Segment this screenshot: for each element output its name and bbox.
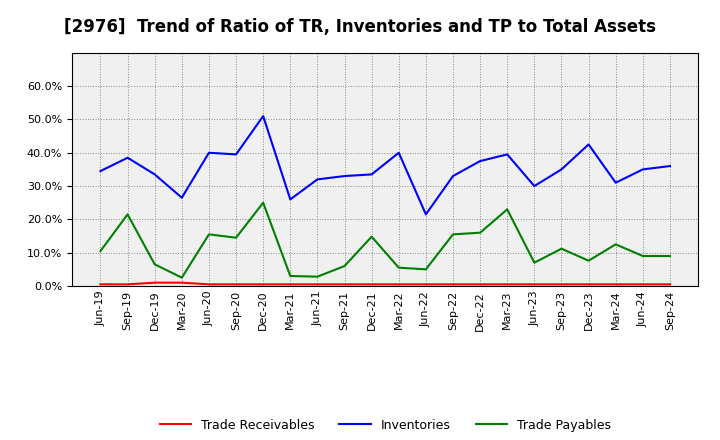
Inventories	[476, 158, 485, 164]
Trade Receivables	[395, 282, 403, 287]
Trade Receivables	[178, 280, 186, 285]
Inventories	[232, 152, 240, 157]
Inventories	[123, 155, 132, 160]
Trade Payables	[449, 232, 457, 237]
Trade Receivables	[503, 282, 511, 287]
Trade Receivables	[367, 282, 376, 287]
Trade Receivables	[421, 282, 430, 287]
Trade Payables	[665, 253, 674, 259]
Inventories	[395, 150, 403, 155]
Trade Receivables	[204, 282, 213, 287]
Trade Receivables	[639, 282, 647, 287]
Trade Payables	[421, 267, 430, 272]
Inventories	[367, 172, 376, 177]
Inventories	[639, 167, 647, 172]
Inventories	[421, 212, 430, 217]
Trade Payables	[584, 258, 593, 263]
Inventories	[584, 142, 593, 147]
Trade Payables	[232, 235, 240, 240]
Trade Payables	[503, 207, 511, 212]
Inventories	[96, 169, 105, 174]
Text: [2976]  Trend of Ratio of TR, Inventories and TP to Total Assets: [2976] Trend of Ratio of TR, Inventories…	[64, 18, 656, 36]
Trade Receivables	[259, 282, 268, 287]
Trade Receivables	[96, 282, 105, 287]
Trade Payables	[639, 253, 647, 259]
Trade Payables	[259, 200, 268, 205]
Trade Receivables	[313, 282, 322, 287]
Trade Payables	[530, 260, 539, 265]
Inventories	[259, 114, 268, 119]
Inventories	[557, 167, 566, 172]
Trade Payables	[341, 264, 349, 269]
Line: Trade Payables: Trade Payables	[101, 203, 670, 278]
Trade Payables	[476, 230, 485, 235]
Inventories	[449, 173, 457, 179]
Trade Receivables	[449, 282, 457, 287]
Trade Receivables	[665, 282, 674, 287]
Trade Receivables	[286, 282, 294, 287]
Line: Trade Receivables: Trade Receivables	[101, 282, 670, 284]
Inventories	[204, 150, 213, 155]
Trade Receivables	[557, 282, 566, 287]
Trade Payables	[395, 265, 403, 270]
Inventories	[313, 177, 322, 182]
Inventories	[286, 197, 294, 202]
Inventories	[341, 173, 349, 179]
Line: Inventories: Inventories	[101, 116, 670, 214]
Trade Payables	[178, 275, 186, 280]
Trade Receivables	[123, 282, 132, 287]
Trade Payables	[611, 242, 620, 247]
Inventories	[611, 180, 620, 185]
Inventories	[503, 152, 511, 157]
Trade Payables	[96, 248, 105, 253]
Trade Receivables	[150, 280, 159, 285]
Trade Payables	[557, 246, 566, 251]
Trade Payables	[313, 274, 322, 279]
Trade Receivables	[476, 282, 485, 287]
Trade Receivables	[232, 282, 240, 287]
Trade Receivables	[530, 282, 539, 287]
Inventories	[178, 195, 186, 200]
Trade Payables	[123, 212, 132, 217]
Trade Receivables	[611, 282, 620, 287]
Trade Receivables	[341, 282, 349, 287]
Inventories	[150, 172, 159, 177]
Trade Payables	[204, 232, 213, 237]
Inventories	[665, 163, 674, 169]
Trade Payables	[367, 234, 376, 239]
Inventories	[530, 183, 539, 189]
Trade Receivables	[584, 282, 593, 287]
Trade Payables	[150, 262, 159, 267]
Legend: Trade Receivables, Inventories, Trade Payables: Trade Receivables, Inventories, Trade Pa…	[155, 414, 616, 436]
Trade Payables	[286, 273, 294, 279]
